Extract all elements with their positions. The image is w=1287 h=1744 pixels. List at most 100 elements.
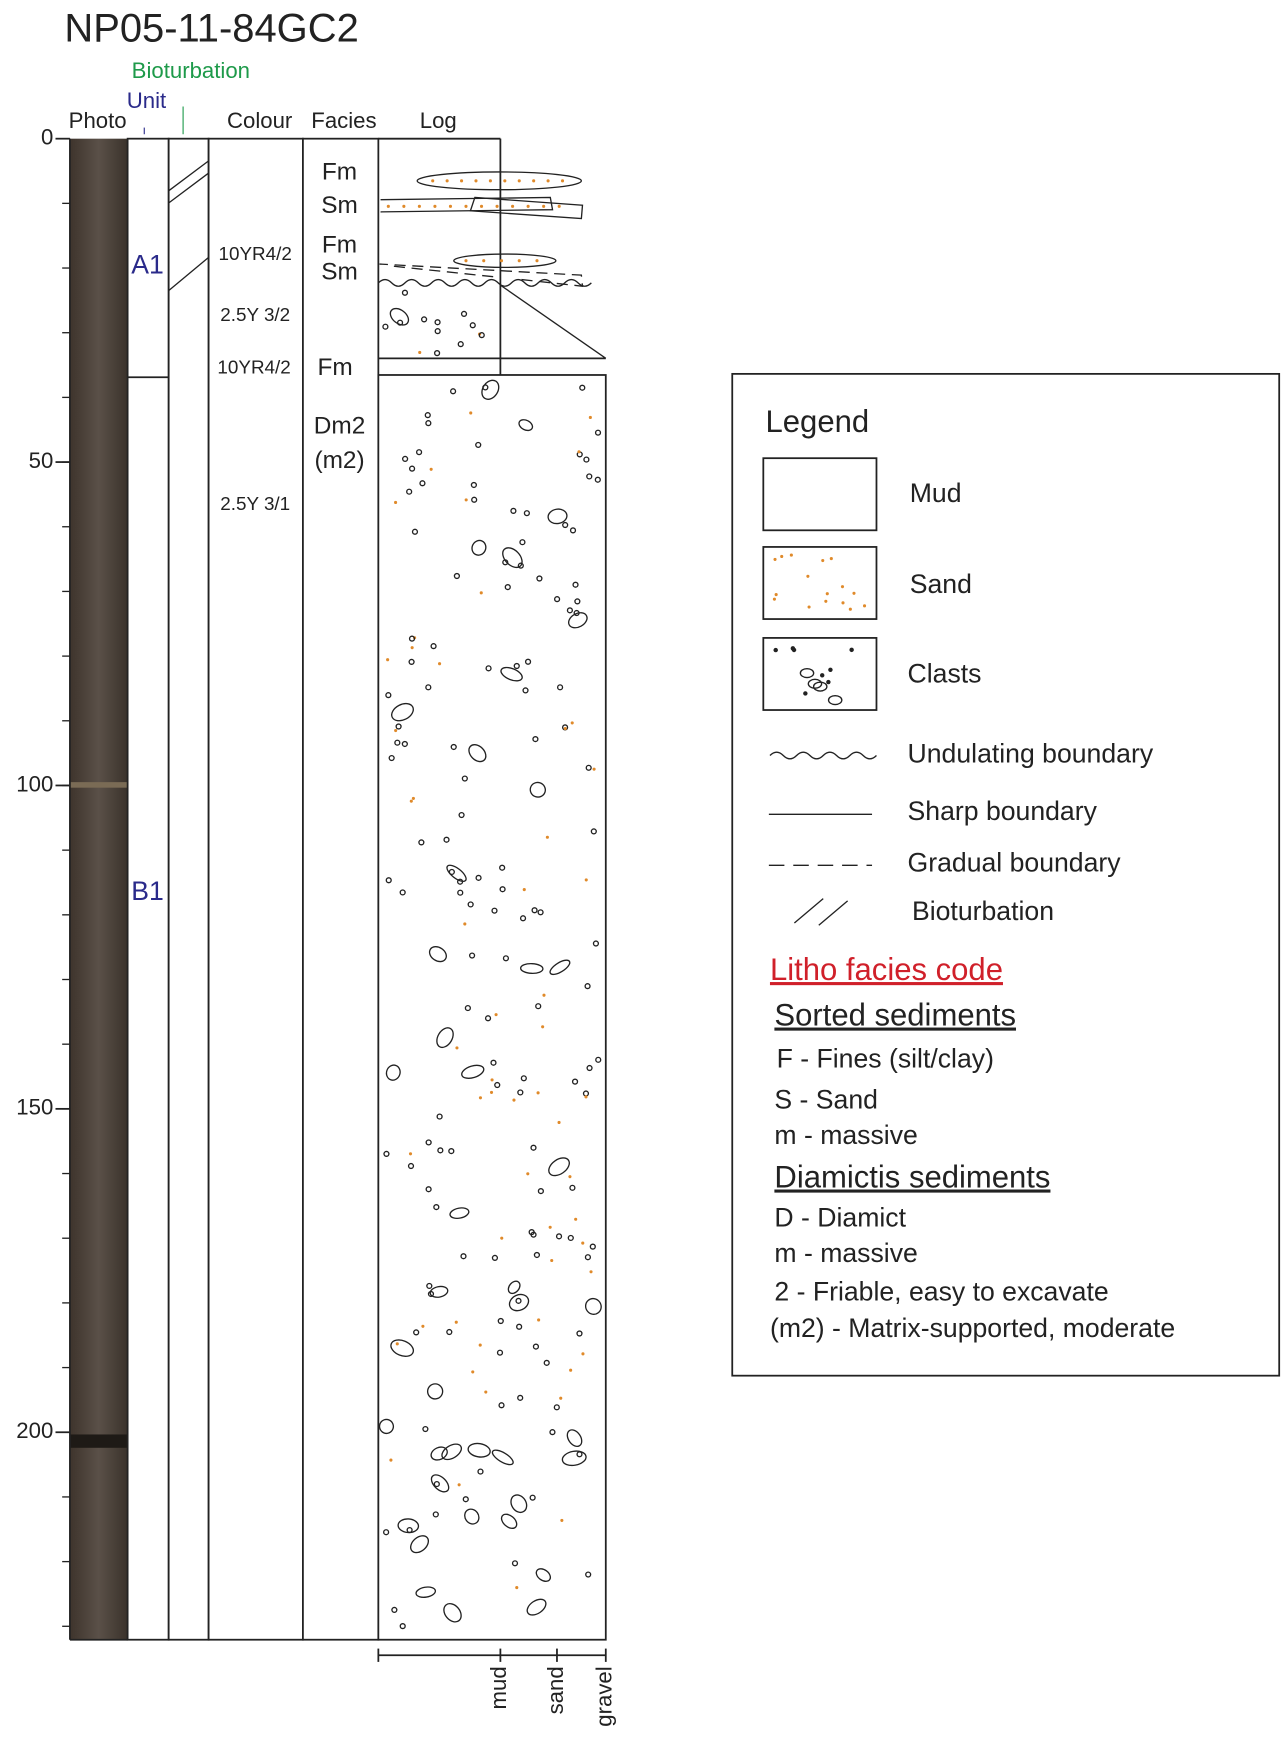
core-crack: [70, 1434, 128, 1447]
sand-grain: [394, 501, 397, 504]
sand-grain: [569, 1369, 572, 1372]
unit-label: B1: [131, 876, 164, 906]
sand-grain: [537, 1318, 540, 1321]
facies-label: Sm: [321, 258, 358, 285]
legend-label: Mud: [910, 478, 962, 508]
sand-grain: [577, 450, 580, 453]
sand-grain: [518, 179, 521, 182]
grain-labels: mudsandgravel: [486, 1649, 616, 1727]
sand-grain: [581, 1242, 584, 1245]
sand-grain: [550, 1259, 553, 1262]
sand-grain: [547, 179, 550, 182]
facies-code-line: m - massive: [774, 1238, 917, 1268]
sand-grain: [479, 1344, 482, 1347]
legend-sand-grain: [849, 608, 852, 611]
sand-grain: [418, 205, 421, 208]
legend-sand-grain: [780, 555, 783, 558]
sand-bed: [470, 197, 582, 218]
facies-code-line: F - Fines (silt/clay): [777, 1044, 994, 1074]
sand-grain: [490, 1091, 493, 1094]
sand-grain: [464, 259, 467, 262]
sand-grain: [411, 646, 414, 649]
sand-grain: [394, 729, 397, 732]
sand-grain: [585, 878, 588, 881]
sand-grain: [430, 468, 433, 471]
sand-grain: [386, 658, 389, 661]
sand-grain: [515, 1586, 518, 1589]
sand-grain: [503, 179, 506, 182]
sand-grain: [512, 1099, 515, 1102]
colour-label: 10YR4/2: [219, 243, 292, 264]
clast: [422, 317, 427, 322]
clast: [470, 323, 475, 328]
sand-grain: [409, 1152, 412, 1155]
sand-bed: [381, 197, 553, 211]
sand-grain: [387, 205, 390, 208]
column-header: Colour: [227, 108, 293, 133]
sand-grain: [465, 498, 468, 501]
depth-tick-label: 100: [16, 771, 53, 796]
sand-grain: [542, 994, 545, 997]
legend-label: Sharp boundary: [908, 796, 1098, 826]
clast: [383, 324, 388, 329]
sand-grain: [527, 205, 530, 208]
facies-label: Fm: [317, 354, 352, 381]
sand-grain: [589, 416, 592, 419]
depth-tick-label: 150: [16, 1095, 53, 1120]
sand-grain: [446, 179, 449, 182]
legend-label: Sand: [910, 569, 972, 599]
sand-grain: [402, 205, 405, 208]
sand-grain: [484, 1390, 487, 1393]
facies-code-line: (m2) - Matrix-supported, moderate: [770, 1313, 1175, 1343]
sand-grain: [537, 1091, 540, 1094]
facies-code-line: m - massive: [774, 1120, 917, 1150]
sand-grain: [469, 411, 472, 414]
sand-grain: [463, 922, 466, 925]
log-edge: [500, 285, 605, 358]
clast: [435, 329, 440, 334]
clast: [435, 351, 440, 356]
sand-grain: [532, 179, 535, 182]
sand-grain: [526, 1172, 529, 1175]
legend-sand-grain: [841, 601, 844, 604]
sand-grain: [561, 179, 564, 182]
sand-grain: [542, 205, 545, 208]
legend-swatch: [763, 458, 876, 530]
sand-grain: [418, 351, 421, 354]
log-b1: [378, 375, 605, 1640]
sand-grain: [559, 1397, 562, 1400]
sand-grain: [410, 800, 413, 803]
depth-tick-label: 50: [29, 448, 54, 473]
sand-grain: [500, 259, 503, 262]
legend-sand-grain: [775, 593, 778, 596]
sand-grain: [593, 768, 596, 771]
sand-grain: [464, 205, 467, 208]
legend-clast: [826, 680, 830, 684]
sand-grain: [568, 1175, 571, 1178]
legend-sand-grain: [790, 554, 793, 557]
sand-grain: [581, 1352, 584, 1355]
sand-grain: [412, 797, 415, 800]
core-crack: [70, 782, 128, 788]
bioturbation-column: [169, 139, 209, 1640]
column-header: Unit: [127, 88, 166, 113]
column-header: Facies: [311, 108, 376, 133]
page: Core log html, body { margin: 0; padding…: [0, 0, 1287, 1744]
sand-grain: [491, 1078, 494, 1081]
legend-sand-grain: [821, 559, 824, 562]
legend-sand-grain: [773, 598, 776, 601]
sand-grain: [523, 888, 526, 891]
sand-grain: [396, 1342, 399, 1345]
legend-label: Bioturbation: [912, 896, 1054, 926]
grain-label: gravel: [592, 1666, 617, 1726]
facies-label: Fm: [322, 232, 357, 259]
legend-swatch: [763, 638, 876, 710]
facies-code-line: S - Sand: [774, 1085, 878, 1115]
sand-grain: [558, 1121, 561, 1124]
depth-tick-label: 0: [41, 125, 53, 150]
legend-clast: [803, 691, 807, 695]
legend-clast: [820, 673, 824, 677]
facies-code-heading: Diamictis sediments: [774, 1160, 1050, 1195]
sand-grain: [449, 205, 452, 208]
